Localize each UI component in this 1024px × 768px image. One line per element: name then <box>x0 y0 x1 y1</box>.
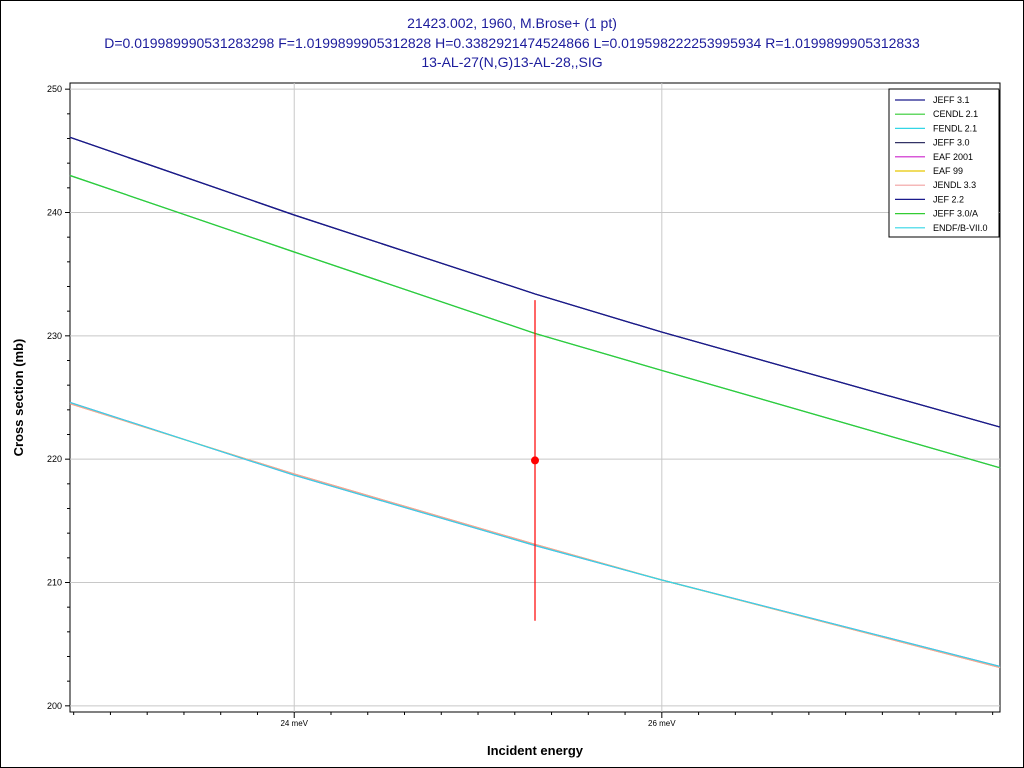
legend-label-9: ENDF/B-VII.0 <box>933 223 988 233</box>
y-axis-label: Cross section (mb) <box>11 339 26 457</box>
legend-label-0: JEFF 3.1 <box>933 95 970 105</box>
legend-label-2: FENDL 2.1 <box>933 123 977 133</box>
legend-box <box>888 88 1000 238</box>
x-axis-label: Incident energy <box>487 743 584 758</box>
legend-label-6: JENDL 3.3 <box>933 180 976 190</box>
chart-title: 21423.002, 1960, M.Brose+ (1 pt) <box>407 15 617 31</box>
x-tick-label: 24 meV <box>280 719 308 728</box>
chart-reaction: 13-AL-27(N,G)13-AL-28,,SIG <box>421 54 603 70</box>
y-tick-label: 240 <box>47 208 62 218</box>
legend-label-1: CENDL 2.1 <box>933 109 978 119</box>
y-tick-label: 220 <box>47 454 62 464</box>
legend-label-5: EAF 99 <box>933 166 963 176</box>
series-line-7 <box>69 136 1001 428</box>
legend-label-8: JEFF 3.0/A <box>933 209 978 219</box>
y-tick-label: 250 <box>47 84 62 94</box>
data-point <box>531 456 539 465</box>
legend-label-7: JEF 2.2 <box>933 194 964 204</box>
chart-parameters: D=0.019989990531283298 F=1.0199899905312… <box>104 35 920 51</box>
y-tick-label: 230 <box>47 331 62 341</box>
y-tick-label: 210 <box>47 578 62 588</box>
legend-label-4: EAF 2001 <box>933 152 973 162</box>
x-tick-label: 26 meV <box>648 719 676 728</box>
legend-label-3: JEFF 3.0 <box>933 138 970 148</box>
y-tick-label: 200 <box>47 701 62 711</box>
